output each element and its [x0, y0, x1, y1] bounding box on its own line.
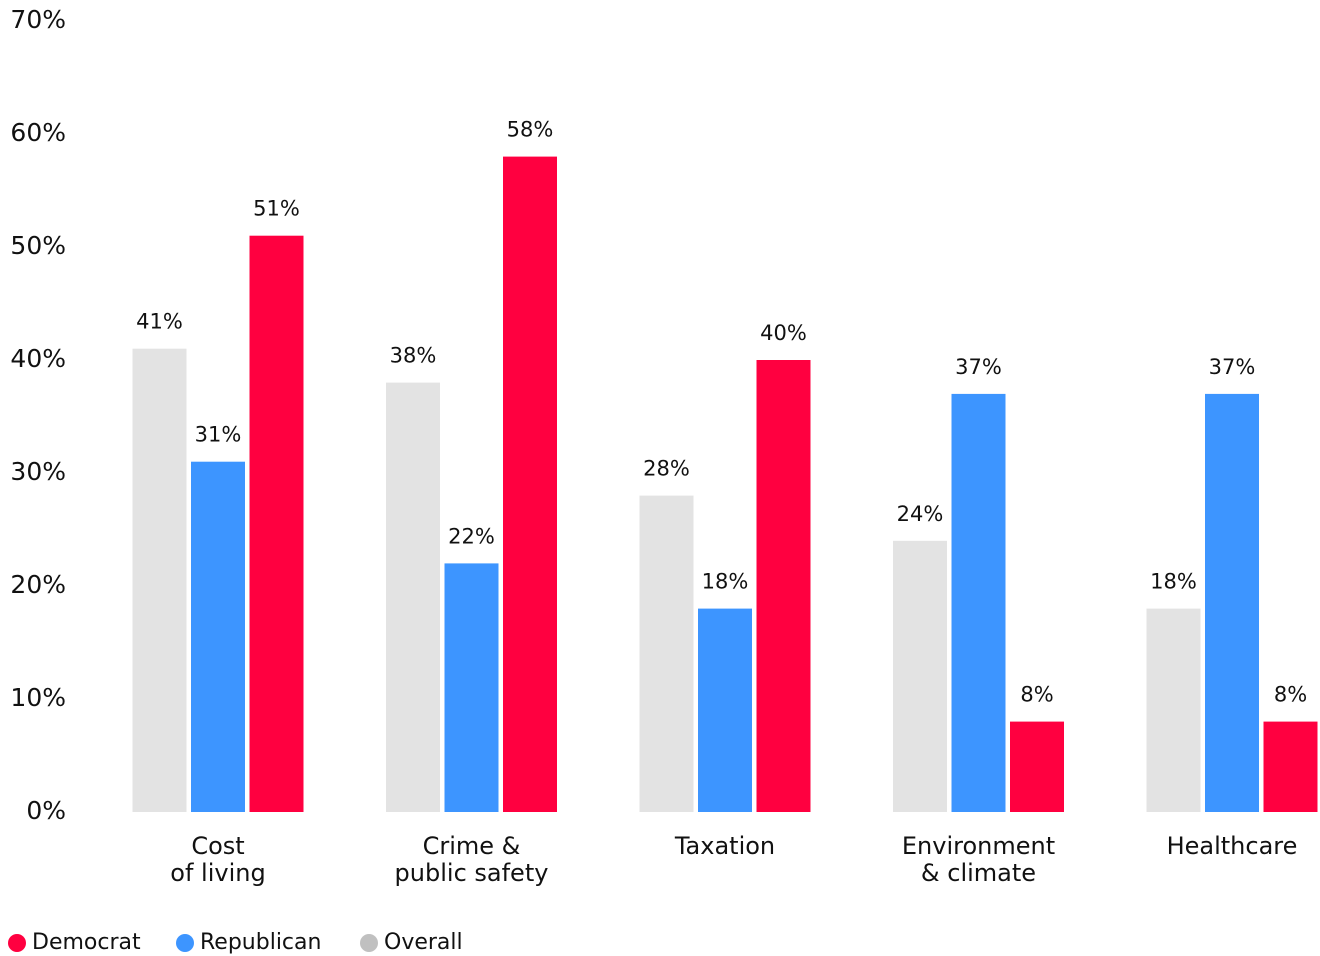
y-tick-label: 10% [10, 683, 66, 712]
bar [249, 235, 304, 812]
data-label: 41% [136, 310, 183, 334]
data-label: 18% [1150, 570, 1197, 594]
bar [951, 393, 1006, 812]
bar [1205, 393, 1259, 812]
y-tick-label: 0% [26, 796, 66, 825]
x-tick-label: of living [170, 859, 265, 887]
x-tick-label: Cost [191, 832, 244, 860]
data-label: 22% [448, 524, 495, 548]
data-label: 24% [897, 502, 944, 526]
legend-label: Overall [384, 930, 463, 955]
bar [1263, 721, 1318, 812]
bar [503, 156, 557, 813]
data-label: 37% [1209, 355, 1256, 379]
bar [639, 495, 694, 812]
legend-label: Democrat [32, 930, 141, 955]
y-tick-label: 60% [10, 118, 66, 147]
bar [893, 540, 947, 812]
bar [1010, 721, 1064, 812]
data-label: 28% [643, 457, 690, 481]
legend-marker [8, 934, 26, 952]
legend-marker [176, 934, 194, 952]
x-tick-label: Healthcare [1167, 832, 1298, 860]
y-tick-label: 70% [10, 5, 66, 34]
y-tick-label: 30% [10, 457, 66, 486]
bar [132, 348, 187, 812]
bar [1146, 608, 1201, 812]
y-tick-label: 50% [10, 231, 66, 260]
data-label: 18% [702, 570, 749, 594]
legend-marker [360, 934, 378, 952]
data-label: 37% [955, 355, 1002, 379]
x-tick-label: & climate [921, 859, 1036, 887]
x-tick-label: Environment [902, 832, 1055, 860]
data-label: 40% [760, 321, 807, 345]
legend-label: Republican [200, 930, 321, 955]
data-label: 38% [390, 344, 437, 368]
data-label: 58% [507, 118, 554, 142]
x-tick-label: Taxation [674, 832, 775, 860]
data-label: 51% [253, 197, 300, 221]
y-tick-label: 40% [10, 344, 66, 373]
bar [444, 563, 499, 812]
data-label: 8% [1274, 683, 1307, 707]
data-label: 8% [1020, 683, 1053, 707]
y-tick-label: 20% [10, 570, 66, 599]
bar [386, 382, 440, 812]
x-tick-label: Crime & [423, 832, 521, 860]
bar [756, 360, 811, 812]
bar [191, 461, 245, 812]
bar [698, 608, 752, 812]
data-label: 31% [195, 423, 242, 447]
x-tick-label: public safety [395, 859, 549, 887]
